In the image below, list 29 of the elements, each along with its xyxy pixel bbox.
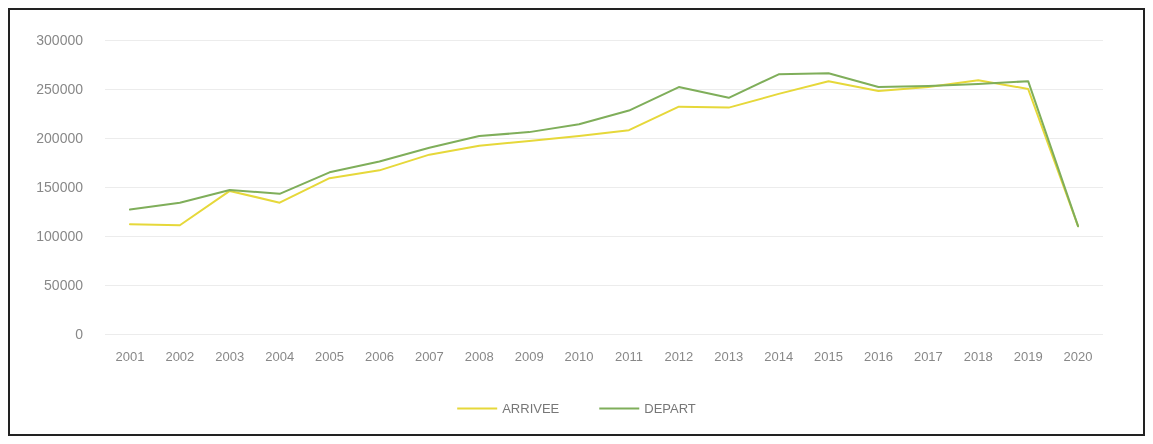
x-tick-label: 2018 xyxy=(963,349,993,364)
legend-label: DEPART xyxy=(644,401,696,416)
y-tick-label: 100000 xyxy=(36,228,84,244)
y-tick-label: 250000 xyxy=(36,81,84,97)
x-tick-label: 2009 xyxy=(514,349,544,364)
x-tick-label: 2015 xyxy=(814,349,844,364)
x-tick-label: 2006 xyxy=(364,349,394,364)
y-tick-label: 200000 xyxy=(36,130,84,146)
x-tick-label: 2010 xyxy=(564,349,594,364)
x-tick-label: 2017 xyxy=(913,349,943,364)
x-tick-label: 2013 xyxy=(714,349,744,364)
x-tick-label: 2012 xyxy=(664,349,694,364)
x-tick-label: 2004 xyxy=(265,349,295,364)
legend-label: ARRIVEE xyxy=(502,401,560,416)
y-tick-label: 0 xyxy=(75,326,84,342)
x-tick-label: 2019 xyxy=(1013,349,1043,364)
x-tick-label: 2007 xyxy=(414,349,444,364)
y-tick-label: 50000 xyxy=(44,277,84,293)
x-tick-label: 2014 xyxy=(764,349,794,364)
y-tick-label: 150000 xyxy=(36,179,84,195)
x-tick-label: 2001 xyxy=(115,349,145,364)
x-tick-label: 2020 xyxy=(1063,349,1093,364)
x-tick-label: 2008 xyxy=(464,349,494,364)
y-tick-label: 300000 xyxy=(36,32,84,48)
x-tick-label: 2005 xyxy=(315,349,345,364)
x-tick-label: 2002 xyxy=(165,349,195,364)
x-tick-label: 2016 xyxy=(863,349,893,364)
x-tick-label: 2011 xyxy=(614,349,643,364)
x-tick-label: 2003 xyxy=(215,349,245,364)
